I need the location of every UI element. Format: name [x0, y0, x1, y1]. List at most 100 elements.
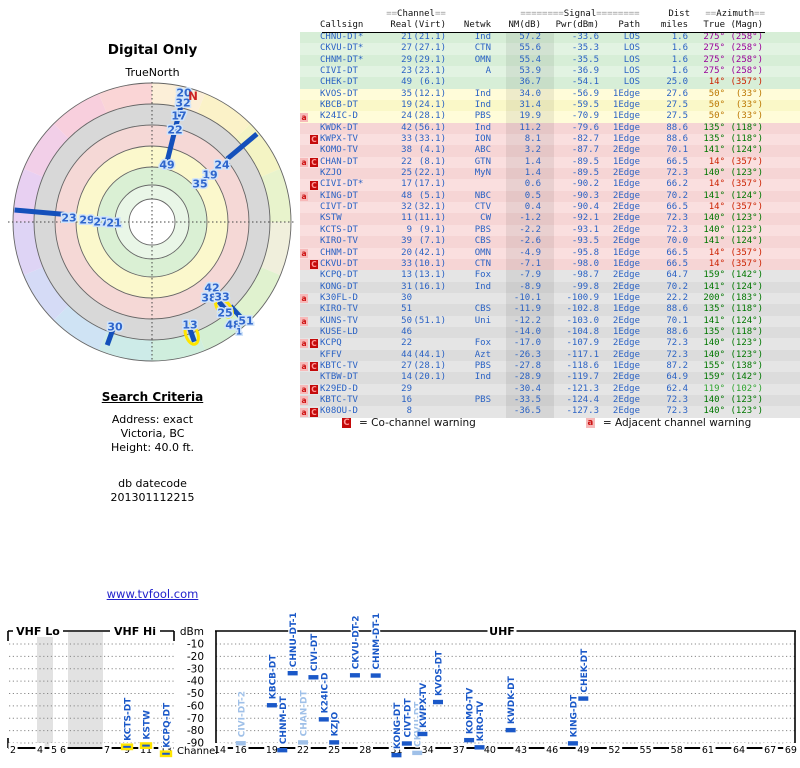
signal-bar	[287, 671, 298, 676]
cell-true_az: 135°	[703, 134, 725, 145]
warning-cell	[300, 304, 320, 315]
cell-real: 17	[401, 179, 412, 190]
cell-callsign: K24IC-D	[320, 111, 358, 122]
north-marker: N	[188, 89, 198, 103]
cell-netwk: Ind	[474, 122, 491, 133]
cell-pwr: -107.9	[566, 338, 599, 349]
cell-pwr: -95.8	[571, 247, 599, 258]
cell-pwr: -56.9	[571, 88, 599, 99]
cell-path: 2Edge	[612, 383, 640, 394]
warning-cell: C	[300, 259, 320, 270]
frequency-gap-band	[37, 632, 53, 748]
table-column-header: Callsign Real (Virt) Netwk NM(dB) Pwr(dBm) Pat…	[300, 20, 800, 31]
cell-callsign: KTBW-DT	[320, 372, 358, 383]
channel-tick-label: 69	[785, 745, 797, 756]
cell-netwk: Ind	[474, 100, 491, 111]
cell-netwk: Uni	[474, 315, 491, 326]
cell-virt	[412, 293, 446, 304]
table-row: a KBTC-TV 16 PBS -33.5 -124.4 2Edge 72.3 140° (12…	[300, 394, 800, 407]
dbm-tick-label: -30	[187, 663, 204, 675]
table-row: a KUNS-TV 50 (51.1) Uni -12.2 -103.0 2Edge 70.1 1…	[300, 315, 800, 327]
cell-magn: (102°)	[730, 383, 763, 394]
channel-label: 48	[225, 319, 240, 332]
cell-magn: (142°)	[730, 270, 763, 281]
co-channel-warning-icon: C	[310, 339, 318, 349]
cell-virt	[412, 384, 446, 395]
cell-true_az: 141°	[703, 190, 725, 201]
cell-true_az: 141°	[703, 145, 725, 156]
warning-cell	[300, 350, 320, 361]
channel-label: 21	[106, 217, 121, 230]
cell-real: 9	[406, 224, 412, 235]
cell-netwk: PBS	[474, 360, 491, 371]
cell-netwk: Ind	[474, 372, 491, 383]
radar-wedge	[98, 83, 152, 113]
cell-virt: (13.1)	[413, 270, 446, 281]
cell-magn: (138°)	[730, 360, 763, 371]
channel-label: 23	[61, 212, 76, 225]
channel-tick-label: 34	[422, 745, 434, 756]
dbm-tick-label: -80	[187, 725, 204, 737]
signal-bar	[235, 741, 246, 746]
table-row: KSTW 11 (11.1) CW -1.2 -92.1 2Edge 72.3 140° (123…	[300, 213, 800, 225]
cell-pwr: -124.4	[566, 394, 599, 405]
cell-path: 2Edge	[612, 315, 640, 326]
signal-bar	[266, 703, 277, 708]
cell-pwr: -35.3	[571, 43, 599, 54]
cell-pwr: -90.2	[571, 179, 599, 190]
cell-miles: 66.5	[666, 247, 688, 258]
cell-nm: -1.2	[506, 213, 554, 225]
radar-wedge	[261, 222, 291, 276]
cell-netwk: OMN	[474, 247, 491, 258]
station-label: KBCB-DT	[268, 654, 278, 700]
cell-real: 22	[401, 338, 412, 349]
cell-virt: (28.1)	[413, 111, 446, 122]
channel-tick-label: 11	[140, 745, 152, 756]
station-label: KONG-DT	[393, 702, 403, 749]
signal-bar	[318, 717, 329, 722]
cell-pwr: -89.5	[571, 168, 599, 179]
cell-real: 16	[401, 394, 412, 405]
cell-path: LOS	[623, 54, 640, 65]
cell-callsign: KBTC-TV	[320, 394, 358, 405]
signal-ray	[164, 104, 184, 162]
cell-virt	[412, 338, 446, 349]
channel-group-header: ==Channel==	[386, 9, 446, 19]
cell-netwk: Fox	[474, 270, 491, 281]
channel-tick-label: 49	[577, 745, 589, 756]
cell-magn: (357°)	[730, 247, 763, 258]
spacer	[10, 455, 295, 477]
channel-label: 19	[202, 169, 217, 182]
cell-real: 19	[401, 100, 412, 111]
cell-true_az: 14°	[708, 179, 725, 190]
tvfool-link[interactable]: www.tvfool.com	[106, 587, 199, 601]
adjacent-channel-warning-icon: a	[300, 191, 308, 201]
spectrum-chart: -10-20-30-40-50-60-70-80-90 dBm VHF Lo VHF …	[7, 611, 799, 758]
cell-magn: (124°)	[730, 190, 763, 201]
cell-nm: 11.2	[506, 122, 554, 135]
cell-virt: (32.1)	[413, 202, 446, 213]
table-row: C CIVI-DT* 17 (17.1) 0.6 -90.2 1Edge 66.2 14° (35…	[300, 179, 800, 191]
cell-true_az: 50°	[708, 88, 725, 99]
cell-nm: 3.2	[506, 145, 554, 157]
cell-true_az: 140°	[703, 349, 725, 360]
station-label: KIRO-TV	[476, 701, 486, 742]
cell-pwr: -102.8	[566, 304, 599, 315]
cell-netwk: ABC	[474, 145, 491, 156]
channel-tick-label: 7	[104, 745, 110, 756]
cell-real: 46	[401, 326, 412, 337]
signal-bar	[277, 747, 288, 753]
cell-nm: -27.8	[506, 360, 554, 373]
channel-label: 30	[107, 321, 123, 334]
cell-callsign: CHNM-DT*	[320, 54, 364, 65]
cell-real: 35	[401, 88, 412, 99]
channel-tick-label: 6	[60, 745, 66, 756]
warning-cell: a	[300, 316, 320, 327]
dbm-tick-label: -90	[187, 738, 204, 750]
cell-magn: (357°)	[730, 258, 763, 269]
warning-cell	[300, 236, 320, 247]
co-channel-warning-icon: C	[310, 362, 318, 372]
cell-magn: (183°)	[730, 292, 763, 303]
